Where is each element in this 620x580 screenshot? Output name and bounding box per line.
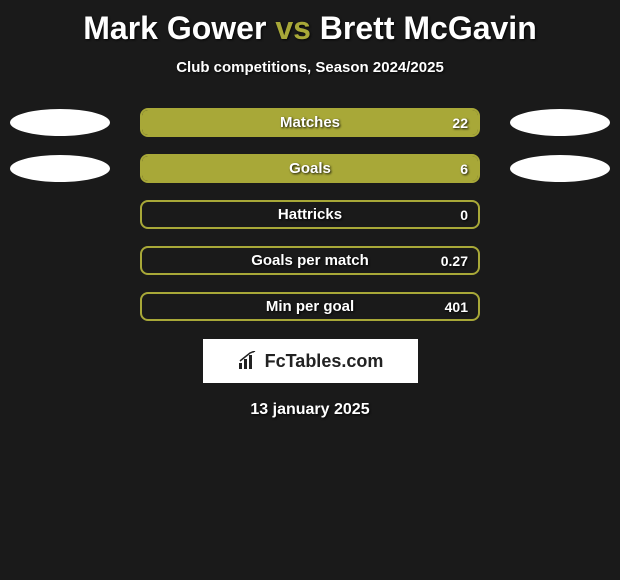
player2-name: Brett McGavin <box>320 10 537 46</box>
stat-value: 401 <box>445 299 468 315</box>
branding-text: FcTables.com <box>265 351 384 372</box>
player1-oval <box>10 155 110 182</box>
infographic-container: Mark Gower vs Brett McGavin Club competi… <box>0 0 620 580</box>
stat-value: 0.27 <box>441 253 468 269</box>
page-title: Mark Gower vs Brett McGavin <box>0 0 620 47</box>
chart-icon <box>237 351 259 371</box>
stat-bar: Min per goal401 <box>140 292 480 321</box>
player2-oval <box>510 109 610 136</box>
stat-label: Matches <box>142 114 478 131</box>
stat-bar: Matches22 <box>140 108 480 137</box>
stat-row: Min per goal401 <box>0 292 620 321</box>
stat-value: 0 <box>460 207 468 223</box>
stat-row: Goals per match0.27 <box>0 246 620 275</box>
date-text: 13 january 2025 <box>0 401 620 419</box>
vs-text: vs <box>275 10 311 46</box>
stat-label: Hattricks <box>142 206 478 223</box>
stat-value: 6 <box>460 161 468 177</box>
stat-value: 22 <box>452 115 468 131</box>
stat-row: Goals6 <box>0 154 620 183</box>
subtitle: Club competitions, Season 2024/2025 <box>0 59 620 76</box>
stat-bar: Goals per match0.27 <box>140 246 480 275</box>
stat-label: Min per goal <box>142 298 478 315</box>
player2-oval <box>510 155 610 182</box>
stat-label: Goals per match <box>142 252 478 269</box>
player1-name: Mark Gower <box>83 10 266 46</box>
branding-box: FcTables.com <box>203 339 418 383</box>
stat-bar: Hattricks0 <box>140 200 480 229</box>
player1-oval <box>10 109 110 136</box>
stat-row: Matches22 <box>0 108 620 137</box>
stat-label: Goals <box>142 160 478 177</box>
stat-row: Hattricks0 <box>0 200 620 229</box>
stats-area: Matches22 Goals6 Hattricks0 Goals per match… <box>0 108 620 321</box>
stat-bar: Goals6 <box>140 154 480 183</box>
